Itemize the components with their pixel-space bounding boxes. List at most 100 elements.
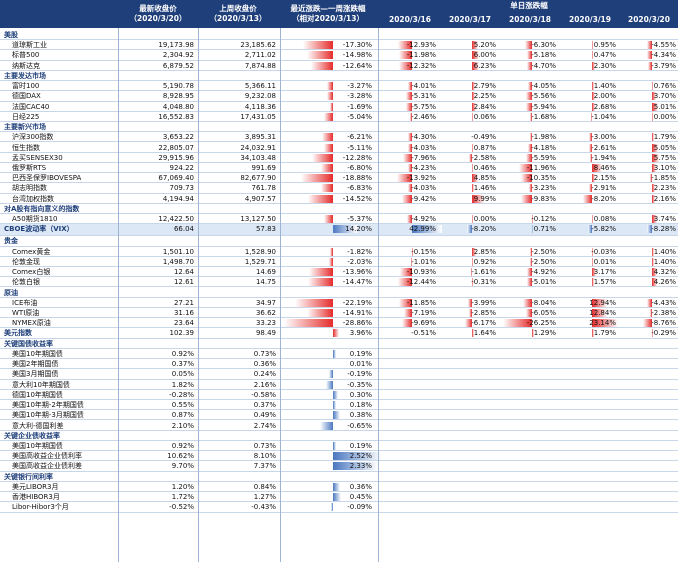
daily-change-2-bar xyxy=(472,112,473,121)
week-change-value: -14.91% xyxy=(342,308,372,317)
daily-change-3: -8.04% xyxy=(501,298,558,308)
daily-change-3-value: -0.12% xyxy=(531,215,556,224)
week-change: -14.52% xyxy=(282,194,374,204)
daily-change-4: 0.47% xyxy=(561,50,618,60)
daily-change-1-bar xyxy=(407,133,413,142)
latest-close: 4,048.80 xyxy=(162,102,194,111)
row-name: 日经225 xyxy=(12,112,40,121)
row-name: 俄罗斯RTS xyxy=(12,163,47,172)
daily-change-4: -0.03% xyxy=(561,247,618,257)
daily-change-3-bar xyxy=(520,174,533,183)
daily-change-4-bar xyxy=(592,92,595,101)
daily-change-2-bar xyxy=(470,268,473,277)
daily-change-2: -0.49% xyxy=(441,132,498,142)
daily-change-4-value: -3.00% xyxy=(591,133,616,142)
column-divider xyxy=(378,28,379,562)
daily-change-2-bar xyxy=(471,133,473,142)
daily-change-1: -1.01% xyxy=(381,257,438,267)
daily-change-5-bar xyxy=(652,102,658,111)
week-change-value: -0.19% xyxy=(347,370,372,379)
daily-change-3-value: -26.25% xyxy=(526,319,556,328)
latest-close: 9.70% xyxy=(171,462,194,471)
week-change-value: -14.52% xyxy=(342,194,372,203)
daily-change-4-bar xyxy=(583,194,593,203)
daily-change-4-value: 8.46% xyxy=(593,163,616,172)
daily-change-2-value: -0.49% xyxy=(471,133,496,142)
row-name: A50期货1810 xyxy=(12,215,58,224)
week-change-value: -12.64% xyxy=(342,61,372,70)
daily-change-3: -4.70% xyxy=(501,61,558,71)
daily-change-4: 3.17% xyxy=(561,267,618,277)
week-change: -3.27% xyxy=(282,81,374,91)
daily-change-2-bar xyxy=(472,329,475,338)
week-change-bar xyxy=(332,349,337,358)
column-divider xyxy=(198,28,199,562)
week-change-value: 0.30% xyxy=(349,390,372,399)
row-name: 法国CAC40 xyxy=(12,102,50,111)
week-change-value: -6.83% xyxy=(347,184,372,193)
week-change-value: -13.96% xyxy=(342,268,372,277)
week-change: 14.20% xyxy=(282,224,374,234)
row-name: 孟买SENSEX30 xyxy=(12,153,63,162)
daily-change-1: -4.92% xyxy=(381,214,438,224)
daily-change-3: -3.23% xyxy=(501,183,558,193)
header-date-2: 2020/3/17 xyxy=(448,15,491,24)
daily-change-1-bar xyxy=(405,102,413,111)
row-name: 美元LIBOR3月 xyxy=(12,482,59,491)
week-change-bar xyxy=(330,503,333,512)
week-change-bar xyxy=(311,153,333,162)
daily-change-5-value: 4.32% xyxy=(653,268,676,277)
daily-change-2-bar xyxy=(469,153,473,162)
daily-change-1-value: -12.93% xyxy=(406,41,436,50)
week-change-bar xyxy=(321,184,333,193)
daily-change-4-bar xyxy=(592,174,595,183)
daily-change-5-bar xyxy=(652,184,655,193)
table-row: NYMEX原油 23.64 33.23 -28.86% -9.69% -6.17% -26.… xyxy=(0,318,678,329)
row-name: 富时100 xyxy=(12,82,40,91)
week-change: 0.19% xyxy=(282,349,374,359)
daily-change-5: 1.40% xyxy=(621,257,678,267)
section-header: 主要新兴市场 xyxy=(0,122,678,133)
daily-change-2-value: 5.20% xyxy=(473,41,496,50)
daily-change-5-bar xyxy=(652,278,658,287)
week-change: -14.47% xyxy=(282,277,374,287)
week-change-value: 3.96% xyxy=(349,329,372,338)
latest-close: 3,653.22 xyxy=(162,133,194,142)
daily-change-1-bar xyxy=(407,163,413,172)
prev-close: 1.27% xyxy=(253,493,276,502)
daily-change-1-bar xyxy=(412,247,413,256)
daily-change-1: -2.46% xyxy=(381,112,438,122)
daily-change-1-bar xyxy=(406,215,413,224)
week-change: -5.37% xyxy=(282,214,374,224)
row-name: NYMEX原油 xyxy=(12,319,51,328)
daily-change-1-value: -4.30% xyxy=(411,133,436,142)
daily-change-1: -7.96% xyxy=(381,153,438,163)
table-row: 美国10年期国债 0.92% 0.73% 0.19% xyxy=(0,441,678,452)
daily-change-5-bar xyxy=(652,215,657,224)
daily-change-1-bar xyxy=(396,174,413,183)
daily-change-3: -4.18% xyxy=(501,143,558,153)
daily-change-3: -5.94% xyxy=(501,102,558,112)
table-row: Comex黄金 1,501.10 1,528.90 -1.82% -0.15% 2.85%… xyxy=(0,247,678,257)
daily-change-2: 1.64% xyxy=(441,328,498,338)
daily-change-5: -3.79% xyxy=(621,61,678,71)
daily-change-3-bar xyxy=(528,184,533,193)
week-change: -12.28% xyxy=(282,153,374,163)
table-row: 美国10年期国债 0.92% 0.73% 0.19% xyxy=(0,349,678,360)
latest-close: 22,805.07 xyxy=(158,143,194,152)
daily-change-4-bar xyxy=(592,82,594,91)
week-change: -5.04% xyxy=(282,112,374,122)
daily-change-2-bar xyxy=(472,82,476,91)
week-change-bar xyxy=(329,257,333,266)
latest-close: 1,501.10 xyxy=(162,247,194,256)
daily-change-3-value: -3.23% xyxy=(531,184,556,193)
row-name: 美国10年期国债 xyxy=(12,441,63,450)
header-week-change: 最近涨跌—一周涨跌幅 （相对2020/3/13） xyxy=(290,4,366,23)
daily-change-1: -11.85% xyxy=(381,298,438,308)
daily-change-5-value: -8.28% xyxy=(651,225,676,234)
week-change-value: 2.33% xyxy=(349,462,372,471)
daily-change-5: 5.75% xyxy=(621,153,678,163)
daily-change-5: 3.74% xyxy=(621,214,678,224)
week-change-value: -18.88% xyxy=(342,174,372,183)
table-header: 最新收盘价 （2020/3/20） 上周收盘价 （2020/3/13） 最近涨跌… xyxy=(0,0,678,28)
